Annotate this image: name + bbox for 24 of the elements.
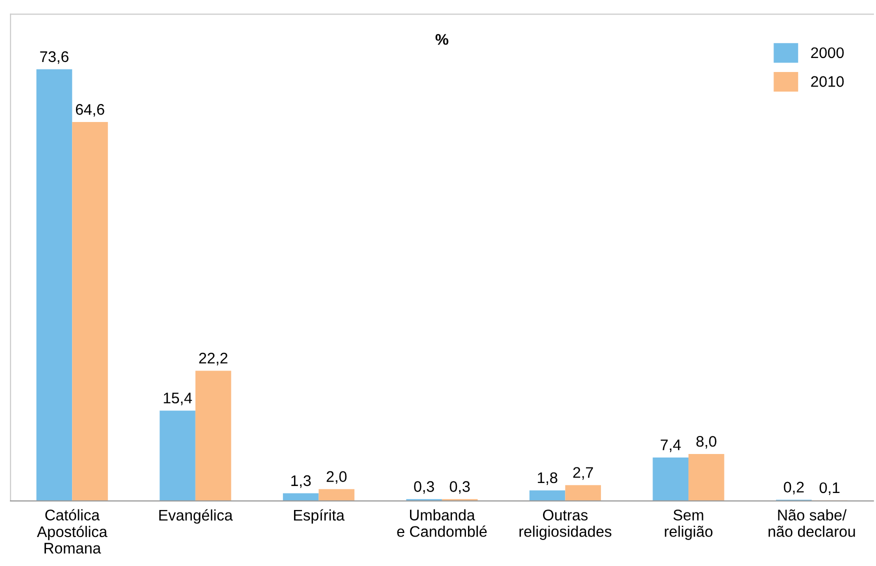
data-label: 2,7 (573, 467, 593, 480)
x-tick-label: Umbanda e Candomblé (397, 509, 487, 537)
legend-label: 2000 (811, 47, 844, 58)
x-tick-label: Não sabe/ não declarou (768, 509, 855, 537)
text: % (436, 34, 448, 45)
data-label: 0,2 (784, 482, 804, 494)
x-tick-label: Outras religiosidades (520, 510, 612, 540)
x-tick-label: Sem religião (664, 510, 712, 540)
data-label: 0,3 (414, 481, 434, 494)
x-tick-label: Espírita (294, 509, 345, 524)
x-tick-label: Católica Apostólica Romana (36, 509, 108, 554)
legend-label: 2010 (811, 76, 844, 87)
data-label: 0,3 (450, 481, 470, 494)
data-label: 1,3 (291, 475, 311, 488)
data-label: 7,4 (660, 440, 681, 452)
data-label: 64,6 (76, 104, 104, 117)
data-label: 2,0 (326, 471, 347, 484)
data-label: 15,4 (164, 392, 192, 406)
data-label: 1,8 (538, 472, 558, 485)
data-label: 0,1 (820, 482, 840, 495)
x-tick-label: Evangélica (159, 509, 233, 524)
data-label: 73,6 (40, 51, 68, 64)
data-label: 8,0 (696, 436, 716, 449)
data-label: 22,2 (199, 352, 228, 366)
